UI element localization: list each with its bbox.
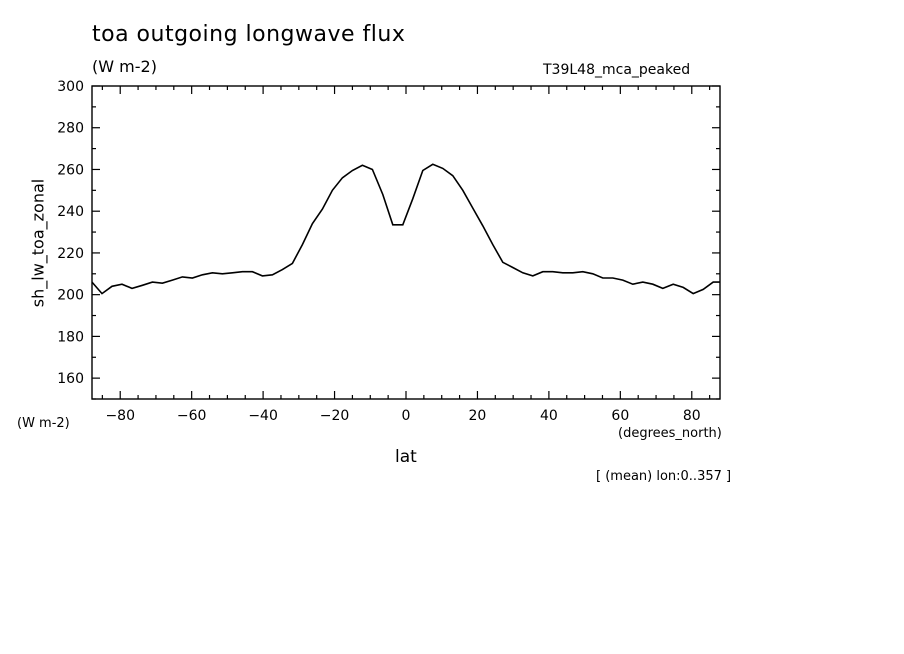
y-tick-label: 240 [57,204,84,220]
y-tick-label: 260 [57,162,84,178]
averaging-note: [ (mean) lon:0..357 ] [596,469,732,484]
x-tick-label: −40 [248,408,278,424]
plot-frame [91,85,721,400]
y-tick-label: 180 [57,329,84,345]
y-axis-label: sh_lw_toa_zonal [28,178,48,308]
x-tick-label: −80 [105,408,135,424]
x-tick-label: 0 [402,408,411,424]
x-axis-units: (degrees_north) [618,426,722,441]
x-tick-label: 80 [683,408,701,424]
y-axis-units: (W m-2) [17,416,70,431]
series-line [91,163,720,295]
y-tick-label: 200 [57,288,84,304]
x-tick-label: −20 [320,408,350,424]
y-tick-label: 280 [57,121,84,137]
chart-title: toa outgoing longwave flux [92,22,406,47]
y-tick-label: 300 [57,79,84,95]
x-tick-label: 20 [469,408,487,424]
x-axis-label: lat [395,447,417,467]
y-tick-label: 220 [57,246,84,262]
x-tick-label: 40 [540,408,558,424]
y-tick-label: 160 [57,371,84,387]
x-tick-label: 60 [611,408,629,424]
axis-ticks [92,85,720,400]
x-tick-label: −60 [177,408,207,424]
chart-units-label: (W m-2) [92,57,157,76]
tick-labels: −80 −60 −40 −20 0 20 40 60 80 160 180 200 220 240 260 2… [57,79,700,424]
run-label: T39L48_mca_peaked [543,62,691,78]
